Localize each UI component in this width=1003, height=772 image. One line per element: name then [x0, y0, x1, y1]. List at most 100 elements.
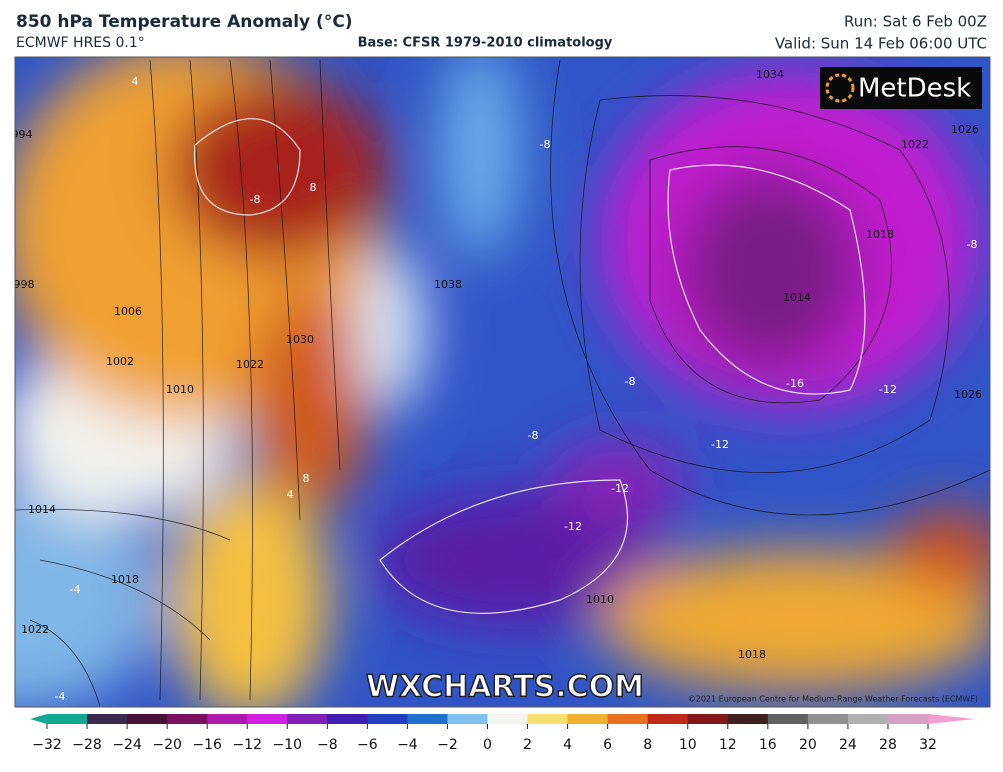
colorbar-segment	[347, 714, 368, 724]
colorbar-tick-label: −2	[437, 737, 458, 753]
contour-label: 1026	[951, 123, 979, 136]
contour-label: 1010	[166, 383, 194, 396]
colorbar-segment	[887, 714, 909, 724]
colorbar-segment	[727, 714, 749, 724]
colorbar-segment	[747, 714, 769, 724]
contour-label: 1006	[114, 305, 142, 318]
colorbar-segment	[187, 714, 208, 724]
contour-label: 994	[12, 128, 33, 141]
colorbar-tick-label: 28	[879, 737, 897, 753]
colorbar-tick-label: −6	[357, 737, 378, 753]
colorbar-segment	[647, 714, 669, 724]
colorbar-segment	[107, 714, 128, 724]
colorbar-end	[30, 714, 47, 724]
colorbar-segment	[427, 714, 448, 724]
contour-label: 1018	[866, 228, 894, 241]
anomaly-label: -16	[786, 377, 804, 390]
colorbar-segment	[447, 714, 468, 724]
anomaly-label: -8	[250, 193, 261, 206]
colorbar-segment	[307, 714, 328, 724]
colorbar-tick-label: 0	[483, 737, 492, 753]
colorbar-segment	[47, 714, 68, 724]
colorbar-tick-label: 10	[679, 737, 697, 753]
valid: Valid: Sun 14 Feb 06:00 UTC	[775, 35, 987, 53]
colorbar-tick-label: 12	[719, 737, 737, 753]
anomaly-label: -8	[528, 429, 539, 442]
colorbar-segment	[787, 714, 809, 724]
colorbar: −32 −28 −24 −20 −16 −12 −10 −8 −6 −4 −2 0 2 4 6 8 10 12 16…	[30, 714, 975, 753]
colorbar-segment	[467, 714, 488, 724]
colorbar-tick-label: −8	[317, 737, 338, 753]
colorbar-segment	[907, 714, 929, 724]
colorbar-segment	[407, 714, 428, 724]
contour-label: 1010	[586, 593, 614, 606]
colorbar-tick-label: −32	[32, 737, 62, 753]
colorbar-tick-label: 24	[839, 737, 857, 753]
colorbar-end	[928, 714, 975, 724]
contour-label: 1022	[21, 623, 49, 636]
contour-label: 1018	[111, 573, 139, 586]
model: ECMWF HRES 0.1°	[16, 35, 145, 51]
colorbar-segment	[507, 714, 529, 724]
colorbar-tick-label: −16	[192, 737, 222, 753]
colorbar-tick-label: −12	[232, 737, 262, 753]
anomaly-label: 8	[303, 472, 310, 485]
colorbar-tick-label: 2	[523, 737, 532, 753]
colorbar-segment	[827, 714, 849, 724]
colorbar-segment	[67, 714, 88, 724]
run: Run: Sat 6 Feb 00Z	[844, 13, 987, 31]
contour-label: 1038	[434, 278, 462, 291]
colorbar-segment	[127, 714, 148, 724]
anomaly-label: -8	[625, 375, 636, 388]
colorbar-tick-label: 8	[643, 737, 652, 753]
colorbar-segment	[687, 714, 709, 724]
colorbar-segment	[267, 714, 288, 724]
colorbar-segment	[607, 714, 629, 724]
anomaly-label: -12	[611, 482, 629, 495]
map-frame	[14, 56, 991, 708]
colorbar-segment	[227, 714, 248, 724]
colorbar-tick-label: −4	[397, 737, 418, 753]
anomaly-label: 4	[287, 488, 294, 501]
title: 850 hPa Temperature Anomaly (°C)	[16, 12, 353, 32]
colorbar-segment	[287, 714, 308, 724]
colorbar-tick-label: 6	[603, 737, 612, 753]
logo: MetDesk	[858, 74, 971, 104]
colorbar-segment	[547, 714, 569, 724]
colorbar-tick-label: 16	[759, 737, 777, 753]
contour-label: 1034	[756, 68, 784, 81]
colorbar-segment	[627, 714, 649, 724]
base: Base: CFSR 1979-2010 climatology	[358, 36, 613, 51]
anomaly-label: -8	[540, 138, 551, 151]
anomaly-label: -12	[564, 520, 582, 533]
contour-label: 998	[14, 278, 35, 291]
colorbar-tick-label: −10	[272, 737, 302, 753]
colorbar-segment	[167, 714, 188, 724]
colorbar-segment	[807, 714, 829, 724]
colorbar-tick-label: 20	[799, 737, 817, 753]
map: 994 998 1002 1006 1010 1014 1018 1022 1022 1030 10…	[12, 57, 990, 707]
anomaly-label: -4	[70, 583, 81, 596]
colorbar-segment	[387, 714, 408, 724]
colorbar-segment	[847, 714, 869, 724]
watermark: WXCHARTS.COM	[366, 670, 644, 705]
anomaly-label: -12	[879, 383, 897, 396]
contour-label: 1022	[236, 358, 264, 371]
colorbar-segment	[207, 714, 228, 724]
colorbar-segment	[147, 714, 168, 724]
contour-label: 1018	[738, 648, 766, 661]
contour-label: 1022	[901, 138, 929, 151]
colorbar-segment	[487, 714, 509, 724]
colorbar-segment	[87, 714, 108, 724]
colorbar-tick-label: −20	[152, 737, 182, 753]
anomaly-label: 4	[132, 75, 139, 88]
colorbar-tick-label: −24	[112, 737, 142, 753]
contour-label: 1002	[106, 355, 134, 368]
anomaly-label: -8	[967, 238, 978, 251]
colorbar-segment	[367, 714, 388, 724]
colorbar-segment	[327, 714, 348, 724]
colorbar-segment	[867, 714, 889, 724]
colorbar-tick-label: 32	[919, 737, 937, 753]
contour-label: 1030	[286, 333, 314, 346]
